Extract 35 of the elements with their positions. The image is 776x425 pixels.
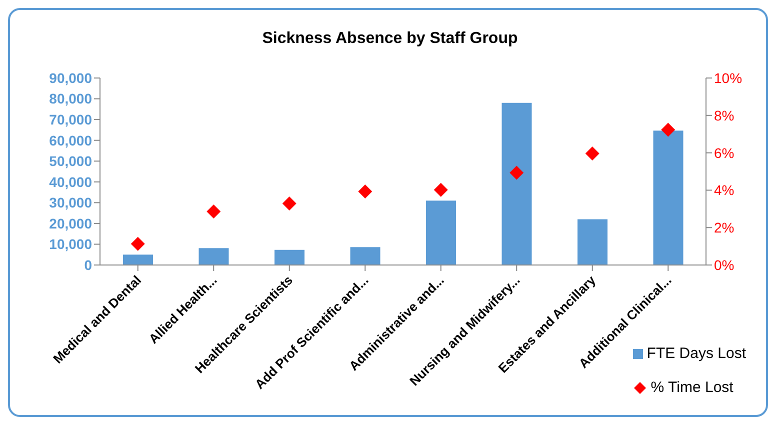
y2-tick-label: 0%	[714, 256, 734, 273]
bar	[274, 250, 304, 265]
bar	[578, 219, 608, 265]
bar	[350, 247, 380, 265]
point	[661, 122, 676, 137]
point	[585, 146, 600, 161]
bar	[502, 102, 532, 265]
y2-tick-label: 6%	[714, 144, 734, 161]
y2-tick-label: 8%	[714, 107, 734, 124]
bar	[653, 130, 684, 265]
y-tick-label: 30,000	[49, 194, 92, 211]
y-tick-label: 70,000	[49, 112, 92, 128]
y-tick-label: 80,000	[49, 90, 92, 107]
point	[434, 182, 448, 197]
y-tick-label: 90,000	[49, 70, 92, 86]
y2-tick-label: 2%	[714, 220, 734, 236]
point	[206, 204, 221, 219]
legend-label: FTE Days Lost	[646, 344, 746, 364]
point	[282, 196, 296, 210]
y-tick-label: 20,000	[49, 215, 92, 232]
point	[358, 184, 372, 199]
bar	[426, 200, 456, 265]
point	[510, 166, 524, 180]
y-tick-label: 0	[84, 256, 92, 273]
y-tick-label: 10,000	[49, 236, 92, 252]
point	[130, 236, 145, 251]
legend-label: % Time Lost	[650, 378, 734, 398]
y2-tick-label: 10%	[714, 70, 742, 86]
chart-title: Sickness Absence by Staff Group	[261, 30, 519, 48]
bar	[123, 254, 153, 265]
y-tick-label: 60,000	[49, 132, 92, 148]
y-tick-label: 50,000	[49, 153, 92, 170]
bar	[198, 248, 229, 265]
y-tick-label: 40,000	[49, 174, 92, 190]
y2-tick-label: 4%	[714, 182, 734, 198]
